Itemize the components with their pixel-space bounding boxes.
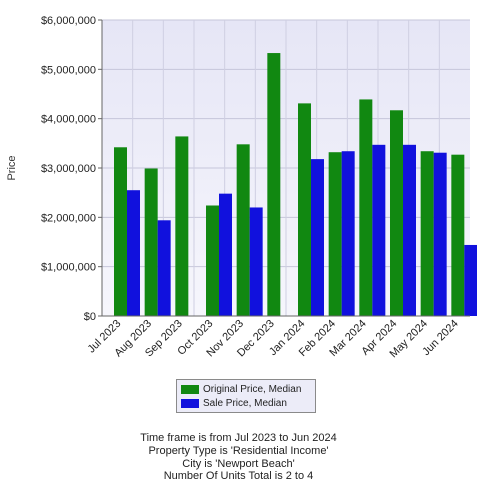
legend-label-original-price: Original Price, Median: [203, 383, 302, 395]
y-tick-label: $4,000,000: [41, 114, 96, 126]
filter-description: Time frame is from Jul 2023 to Jun 2024 …: [0, 432, 477, 483]
bar-sale-price-mar-2024: [372, 144, 386, 316]
bar-original-price-aug-2023: [144, 168, 158, 316]
legend-item-original-price: Original Price, Median: [181, 382, 311, 396]
bar-sale-price-jul-2023: [127, 190, 140, 316]
legend-swatch-original-price: [181, 384, 199, 394]
bar-sale-price-aug-2023: [157, 220, 171, 316]
bar-sale-price-apr-2024: [403, 144, 416, 316]
y-tick-label: $2,000,000: [41, 212, 96, 224]
y-axis-label: Price: [6, 155, 18, 180]
bar-original-price-oct-2023: [206, 205, 219, 316]
bar-original-price-apr-2024: [390, 110, 403, 316]
footer-line-city: City is 'Newport Beach': [182, 457, 295, 470]
footer-line-units: Number Of Units Total is 2 to 4: [163, 470, 314, 483]
bar-original-price-jun-2024: [451, 154, 465, 316]
bar-chart: $0 $1,000,000 $2,000,000 $3,000,000 $4,000,0…: [6, 15, 477, 360]
legend: Original Price, Median Sale Price, Media…: [176, 379, 316, 413]
bar-original-price-jul-2023: [114, 147, 127, 316]
bar-original-price-feb-2024: [328, 152, 342, 316]
y-tick-label: $1,000,000: [41, 262, 96, 274]
bar-original-price-may-2024: [420, 151, 434, 316]
bar-sale-price-may-2024: [433, 152, 447, 316]
bar-sale-price-oct-2023: [219, 193, 232, 316]
bars: [114, 53, 477, 316]
y-tick-label: $0: [84, 311, 96, 323]
bar-original-price-mar-2024: [359, 99, 373, 316]
bar-sale-price-nov-2023: [249, 207, 263, 316]
bar-original-price-jan-2024: [298, 103, 311, 316]
bar-original-price-sep-2023: [175, 136, 189, 316]
y-tick-label: $6,000,000: [41, 15, 96, 27]
bar-sale-price-feb-2024: [341, 151, 355, 316]
bar-sale-price-jun-2024: [464, 244, 477, 316]
legend-item-sale-price: Sale Price, Median: [181, 396, 311, 410]
y-tick-label: $3,000,000: [41, 163, 96, 175]
footer-line-property-type: Property Type is 'Residential Income': [148, 444, 329, 457]
footer-line-timeframe: Time frame is from Jul 2023 to Jun 2024: [140, 432, 337, 444]
bar-original-price-nov-2023: [236, 144, 250, 316]
legend-label-sale-price: Sale Price, Median: [203, 397, 287, 409]
legend-swatch-sale-price: [181, 398, 199, 408]
bar-original-price-dec-2023: [267, 53, 281, 316]
y-tick-label: $5,000,000: [41, 64, 96, 76]
bar-sale-price-jan-2024: [311, 159, 324, 316]
y-axis: $0 $1,000,000 $2,000,000 $3,000,000 $4,000,0…: [41, 15, 103, 323]
